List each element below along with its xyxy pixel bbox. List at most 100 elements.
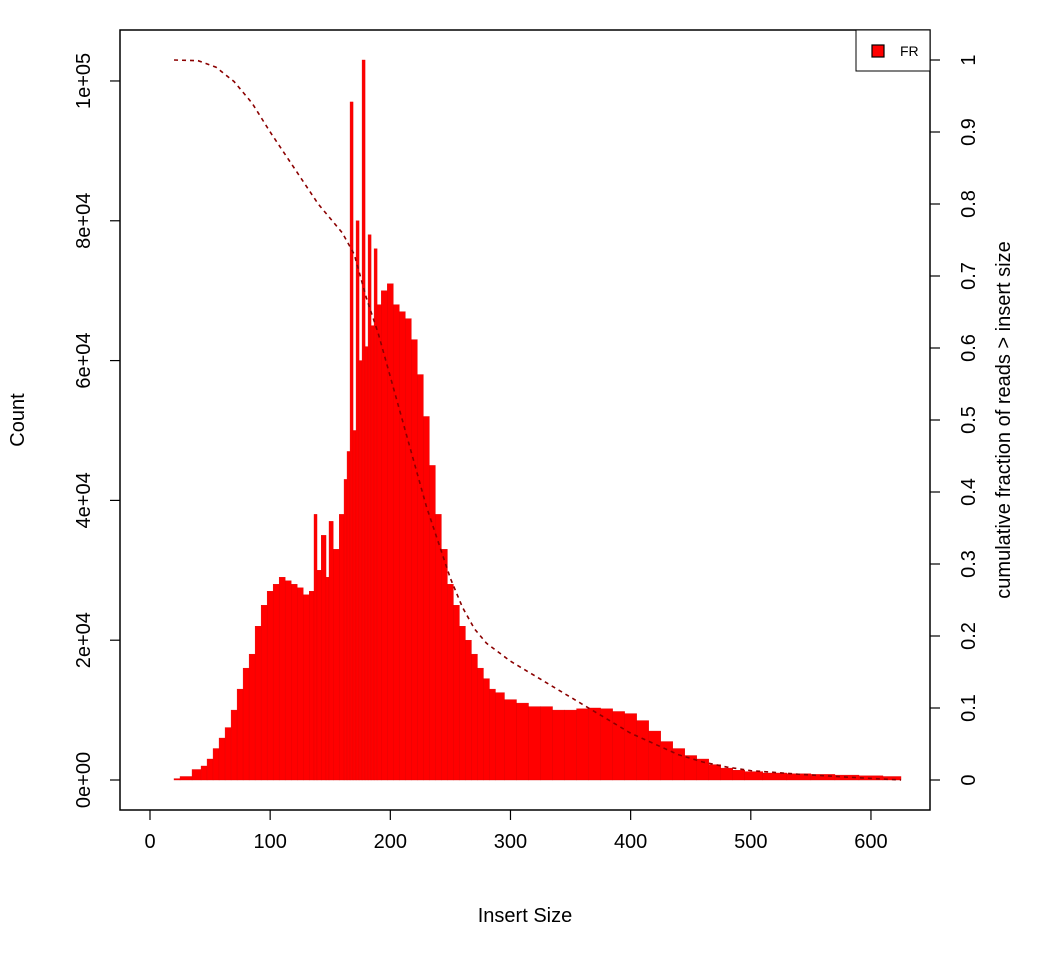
y-tick-label: 2e+04 bbox=[73, 612, 95, 668]
x-axis: 0 100 200 300 400 500 600 bbox=[144, 810, 888, 853]
histogram-bar bbox=[339, 514, 345, 781]
histogram-bar bbox=[648, 730, 661, 781]
histogram-bar bbox=[762, 772, 788, 781]
histogram-bar bbox=[272, 584, 280, 781]
histogram-bar bbox=[376, 304, 382, 781]
histogram-bar bbox=[333, 549, 340, 781]
histogram-bars bbox=[173, 59, 902, 781]
histogram-bar bbox=[303, 594, 310, 781]
histogram-bar bbox=[173, 778, 181, 781]
histogram-bar bbox=[516, 702, 529, 781]
y-axis-title: Count bbox=[7, 393, 29, 447]
histogram-bar bbox=[588, 707, 601, 781]
histogram-bar bbox=[361, 59, 366, 781]
y2-tick-label: 0.8 bbox=[958, 190, 980, 218]
y2-tick-label: 0.9 bbox=[958, 118, 980, 146]
histogram-bar bbox=[230, 709, 238, 781]
histogram-bar bbox=[393, 304, 400, 781]
histogram-bar bbox=[540, 706, 553, 781]
histogram-bar bbox=[732, 770, 746, 781]
histogram-bar bbox=[459, 626, 466, 781]
histogram-bar bbox=[355, 220, 360, 781]
cumulative-line-layer bbox=[174, 59, 902, 781]
histogram-bar bbox=[200, 765, 208, 781]
histogram-bar bbox=[266, 591, 274, 781]
y2-tick-label: 0.2 bbox=[958, 622, 980, 650]
legend: FR bbox=[855, 29, 931, 72]
histogram-bar bbox=[352, 430, 357, 781]
histogram-bar bbox=[489, 688, 496, 781]
y-axis-left: 0e+00 2e+04 4e+04 6e+04 8e+04 1e+05 bbox=[73, 53, 120, 808]
histogram-bar bbox=[325, 577, 330, 781]
histogram-bar bbox=[453, 605, 460, 781]
y-tick-label: 6e+04 bbox=[73, 332, 95, 388]
x-tick-label: 600 bbox=[854, 831, 887, 853]
histogram-bar bbox=[248, 653, 256, 781]
histogram-bar bbox=[321, 535, 327, 781]
x-tick-label: 300 bbox=[494, 831, 527, 853]
legend-swatch bbox=[871, 44, 885, 58]
histogram-bar bbox=[504, 699, 517, 781]
histogram-bar bbox=[297, 587, 304, 781]
y2-tick-label: 1 bbox=[958, 54, 980, 65]
legend-label: FR bbox=[900, 43, 919, 59]
histogram-bar bbox=[254, 626, 262, 781]
histogram-bar bbox=[387, 283, 394, 781]
y-tick-label: 4e+04 bbox=[73, 472, 95, 528]
histogram-bar bbox=[191, 769, 202, 781]
histogram-bar bbox=[564, 709, 577, 781]
histogram-bar bbox=[672, 748, 685, 781]
x-tick-label: 500 bbox=[734, 831, 767, 853]
histogram-bar bbox=[218, 737, 226, 781]
histogram-bar bbox=[343, 479, 348, 781]
histogram-bar bbox=[447, 584, 454, 781]
histogram-bar bbox=[708, 764, 721, 781]
histogram-bar bbox=[417, 374, 424, 781]
histogram-bar bbox=[349, 101, 354, 781]
histogram-bar bbox=[528, 706, 541, 781]
y2-tick-label: 0.3 bbox=[958, 550, 980, 578]
y2-tick-label: 0 bbox=[958, 774, 980, 785]
x-tick-label: 400 bbox=[614, 831, 647, 853]
histogram-bar bbox=[370, 325, 375, 781]
histogram-bar bbox=[364, 346, 369, 781]
histogram-bar bbox=[576, 708, 589, 781]
histogram-bar bbox=[278, 577, 286, 781]
y-tick-label: 1e+05 bbox=[73, 53, 95, 109]
y2-tick-label: 0.5 bbox=[958, 406, 980, 434]
histogram-bar bbox=[328, 521, 334, 781]
histogram-bar bbox=[495, 692, 505, 781]
histogram-bar bbox=[441, 549, 448, 781]
histogram-bar bbox=[212, 748, 220, 781]
y2-tick-label: 0.1 bbox=[958, 694, 980, 722]
histogram-bar bbox=[552, 709, 565, 781]
histogram-bar bbox=[290, 584, 298, 781]
y2-axis-title: cumulative fraction of reads > insert si… bbox=[993, 241, 1015, 598]
histogram-bar bbox=[313, 514, 318, 781]
histogram-bar bbox=[660, 741, 673, 781]
histogram-bar bbox=[612, 711, 625, 781]
x-tick-label: 200 bbox=[374, 831, 407, 853]
histogram-bar bbox=[477, 667, 484, 781]
y-tick-label: 8e+04 bbox=[73, 193, 95, 249]
histogram-bar bbox=[358, 360, 363, 781]
histogram-bar bbox=[260, 605, 268, 781]
histogram-bar bbox=[423, 416, 430, 781]
histogram-bar bbox=[346, 451, 351, 781]
histogram-bar bbox=[624, 713, 637, 781]
histogram-bar bbox=[367, 234, 372, 781]
histogram-bar bbox=[465, 639, 472, 781]
histogram-bar bbox=[316, 570, 322, 781]
histogram-bar bbox=[284, 580, 292, 781]
histogram-bar bbox=[720, 767, 733, 781]
histogram-bar bbox=[381, 290, 388, 781]
y-tick-label: 0e+00 bbox=[73, 752, 95, 808]
y2-tick-label: 0.6 bbox=[958, 334, 980, 362]
histogram-bar bbox=[179, 776, 193, 781]
histogram-bar bbox=[429, 465, 436, 781]
x-tick-label: 100 bbox=[253, 831, 286, 853]
histogram-bar bbox=[471, 653, 478, 781]
cumulative-fraction-line bbox=[174, 59, 902, 781]
